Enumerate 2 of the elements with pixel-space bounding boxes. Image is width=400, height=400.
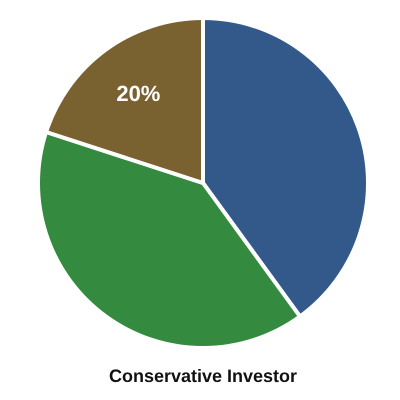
- text: Conservative Investor: [108, 366, 298, 386]
- data-label: 20%: [116, 81, 160, 106]
